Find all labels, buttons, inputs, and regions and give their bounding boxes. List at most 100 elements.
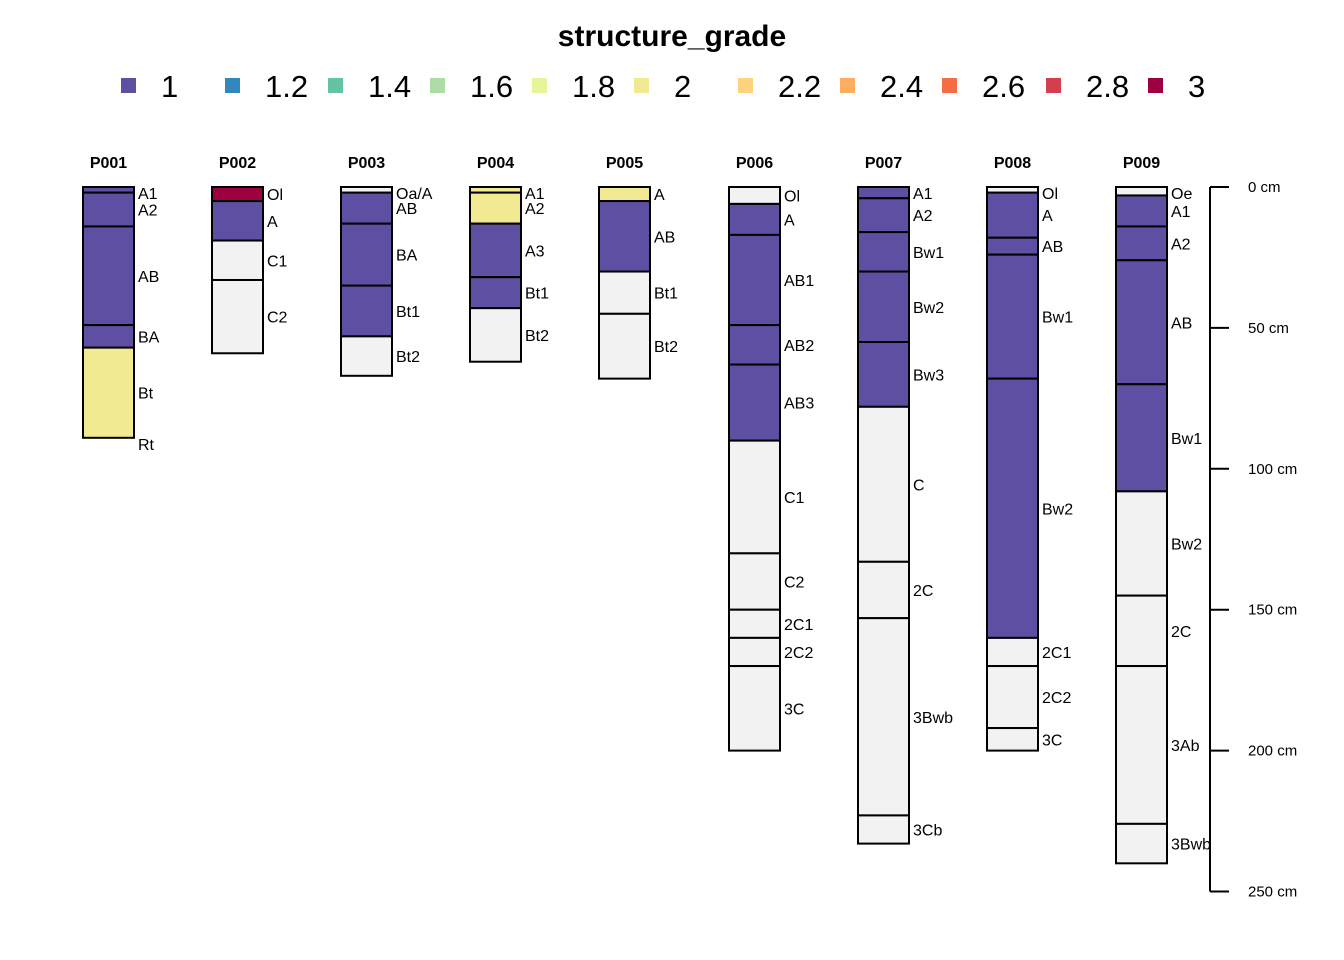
horizon-bar bbox=[82, 225, 135, 327]
horizon-bar bbox=[986, 636, 1039, 668]
horizon-label: A1 bbox=[913, 186, 933, 203]
legend-swatch bbox=[840, 78, 855, 93]
horizon-label: Bt1 bbox=[654, 286, 678, 303]
legend-swatch bbox=[1148, 78, 1163, 93]
horizon-label: A bbox=[654, 187, 665, 204]
horizon-bar bbox=[857, 231, 910, 273]
legend-swatch bbox=[328, 78, 343, 93]
horizon-bar bbox=[340, 191, 393, 225]
depth-tick-label: 0 cm bbox=[1248, 179, 1281, 196]
horizon-label: A2 bbox=[525, 201, 545, 218]
legend-label: 2 bbox=[674, 69, 691, 104]
legend-label: 1.6 bbox=[470, 69, 513, 104]
horizon-label: Bt1 bbox=[525, 286, 549, 303]
chart-title: structure_grade bbox=[558, 20, 786, 53]
horizon-label: 3Bwb bbox=[913, 710, 953, 727]
horizon-label: AB bbox=[1042, 239, 1063, 256]
horizon-label: Bw2 bbox=[913, 300, 944, 317]
horizon-label: Oe bbox=[1171, 186, 1192, 203]
legend-swatch bbox=[634, 78, 649, 93]
horizon-label: Ol bbox=[1042, 186, 1058, 203]
horizon-bar bbox=[82, 191, 135, 228]
horizon-bar bbox=[857, 560, 910, 620]
horizon-bar bbox=[986, 377, 1039, 639]
horizon-bar bbox=[857, 186, 910, 200]
horizon-bar bbox=[857, 617, 910, 817]
horizon-label: 2C1 bbox=[1042, 645, 1071, 662]
horizon-label: AB2 bbox=[784, 338, 814, 355]
horizon-bar bbox=[986, 191, 1039, 239]
horizon-bar bbox=[1115, 259, 1168, 386]
horizon-bar bbox=[469, 276, 522, 310]
horizon-label: 2C bbox=[913, 583, 933, 600]
horizon-bar bbox=[340, 335, 393, 377]
legend-swatch bbox=[738, 78, 753, 93]
horizon-label: 3Cb bbox=[913, 823, 942, 840]
horizon-label: AB1 bbox=[784, 273, 814, 290]
horizon-bar bbox=[986, 727, 1039, 752]
profile-id-label: P004 bbox=[477, 155, 514, 172]
horizon-bar bbox=[857, 270, 910, 343]
legend-label: 2.2 bbox=[778, 69, 821, 104]
legend-swatch bbox=[430, 78, 445, 93]
horizon-bar bbox=[857, 340, 910, 408]
horizon-label: Bw3 bbox=[913, 367, 944, 384]
horizon-label: Oa/A bbox=[396, 186, 433, 203]
horizon-bar bbox=[469, 307, 522, 363]
horizon-label: 3Ab bbox=[1171, 738, 1200, 755]
horizon-label: A2 bbox=[1171, 236, 1191, 253]
horizon-bar bbox=[728, 665, 781, 752]
horizon-bar bbox=[211, 239, 264, 281]
horizon-bar bbox=[1115, 383, 1168, 493]
horizon-label: 2C bbox=[1171, 624, 1191, 641]
horizon-bar bbox=[211, 278, 264, 355]
profiles: P001A1A2ABBABtRtP002OlAC1C2P003Oa/AABBAB… bbox=[82, 155, 1211, 865]
horizon-label: Bt2 bbox=[396, 349, 420, 366]
horizon-bar bbox=[986, 236, 1039, 256]
horizon-label: BA bbox=[138, 329, 160, 346]
horizon-label: 2C1 bbox=[784, 617, 813, 634]
depth-tick-label: 200 cm bbox=[1248, 743, 1297, 760]
profile-id-label: P003 bbox=[348, 155, 385, 172]
horizon-label: C bbox=[913, 477, 925, 494]
horizon-bar bbox=[469, 191, 522, 225]
horizon-bar bbox=[857, 814, 910, 845]
horizon-label: Bt1 bbox=[396, 304, 420, 321]
profile-id-label: P005 bbox=[606, 155, 643, 172]
profile-p003: P003 Oa/AAB BA Bt1 Bt2 bbox=[340, 155, 433, 377]
horizon-label: A1 bbox=[1171, 204, 1191, 221]
horizon-bar bbox=[1115, 225, 1168, 262]
horizon-bar bbox=[1115, 194, 1168, 228]
horizon-bar bbox=[82, 324, 135, 349]
profile-p006: P006 Ol A AB1 AB2 AB3 C1 C2 2C1 2C2 3C bbox=[728, 155, 814, 752]
horizon-label: C2 bbox=[784, 575, 805, 592]
profile-id-label: P001 bbox=[90, 155, 127, 172]
horizon-bar bbox=[598, 270, 651, 315]
horizon-bar bbox=[728, 233, 781, 327]
horizon-label: AB3 bbox=[784, 396, 814, 413]
horizon-bar bbox=[1115, 186, 1168, 197]
horizon-label: AB bbox=[654, 229, 675, 246]
profile-p007: P007 A1 A2 Bw1 Bw2 Bw3 C 2C 3Bwb 3Cb bbox=[857, 155, 953, 845]
horizon-label: Bw2 bbox=[1042, 501, 1073, 518]
legend-swatch bbox=[225, 78, 240, 93]
horizon-label: A3 bbox=[525, 243, 545, 260]
horizon-bar bbox=[1115, 822, 1168, 865]
horizon-bar bbox=[598, 200, 651, 273]
horizon-bar bbox=[728, 324, 781, 366]
horizon-label: Bw1 bbox=[913, 245, 944, 262]
legend-swatch bbox=[1046, 78, 1061, 93]
horizon-label: A1 bbox=[525, 186, 545, 203]
profile-id-label: P008 bbox=[994, 155, 1031, 172]
depth-axis: 0 cm 50 cm 100 cm 150 cm 200 cm 250 cm bbox=[1209, 179, 1297, 901]
horizon-bar bbox=[340, 222, 393, 287]
horizon-bar bbox=[728, 608, 781, 639]
horizon-label: A bbox=[784, 212, 795, 229]
horizon-label: Rt bbox=[138, 437, 155, 454]
horizon-label: 3Bwb bbox=[1171, 837, 1211, 854]
profile-p005: P005 A AB Bt1 Bt2 bbox=[598, 155, 678, 380]
horizon-bar bbox=[211, 186, 264, 203]
horizon-label: Ol bbox=[784, 188, 800, 205]
